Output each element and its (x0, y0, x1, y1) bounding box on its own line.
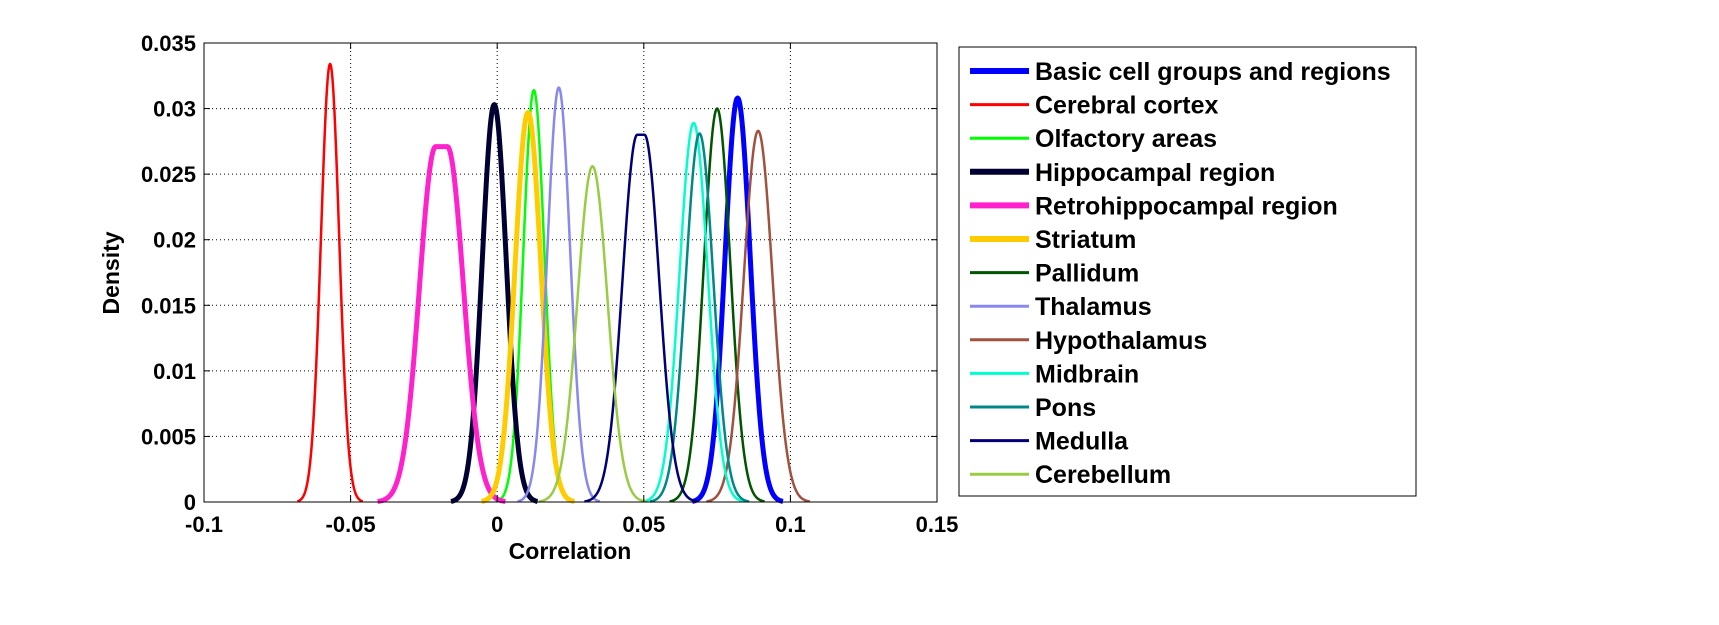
legend-label-hypothalamus: Hypothalamus (1035, 327, 1207, 355)
series-line-cerebellum (538, 165, 647, 503)
legend-label-thalamus: Thalamus (1035, 293, 1152, 321)
y-tick-label: 0.01 (153, 359, 196, 384)
legend-label-cerebellum: Cerebellum (1035, 461, 1171, 489)
legend-label-retrohippocampal-region: Retrohippocampal region (1035, 192, 1338, 220)
series-line-pallidum (668, 107, 766, 503)
y-tick-label: 0.035 (141, 31, 196, 56)
series-line-hippocampal-region (449, 102, 540, 504)
y-tick-label: 0.015 (141, 293, 196, 318)
legend: Basic cell groups and regions Cerebral co… (970, 58, 1391, 489)
legend-label-hippocampal-region: Hippocampal region (1035, 159, 1275, 187)
x-tick-label: -0.05 (326, 512, 376, 537)
series-line-midbrain (642, 121, 745, 503)
x-tick-label: 0.15 (916, 512, 959, 537)
legend-label-pons: Pons (1035, 394, 1096, 422)
y-tick-label: 0.005 (141, 424, 196, 449)
series-line-striatum (479, 110, 577, 504)
legend-label-medulla: Medulla (1035, 428, 1129, 456)
legend-label-midbrain: Midbrain (1035, 360, 1139, 388)
legend-label-olfactory-areas: Olfactory areas (1035, 125, 1217, 153)
legend-label-striatum: Striatum (1035, 226, 1136, 254)
legend-box (958, 46, 1417, 497)
series-line-pons (649, 132, 750, 503)
series-line-retrohippocampal-region (375, 144, 508, 504)
plot-frame (203, 42, 938, 503)
y-tick-label: 0.03 (153, 97, 196, 122)
legend-label-cerebral-cortex: Cerebral cortex (1035, 92, 1219, 120)
series-line-basic-cell-groups-and-regions (690, 95, 785, 504)
x-tick-label: 0 (491, 512, 503, 537)
y-tick-label: 0.02 (153, 228, 196, 253)
series-line-thalamus (516, 86, 601, 503)
series-curves (296, 62, 811, 504)
x-axis-label: Correlation (509, 538, 632, 564)
y-tick-label: 0.025 (141, 162, 196, 187)
y-axis-label: Density (98, 231, 124, 314)
legend-label-basic-cell-groups-and-regions: Basic cell groups and regions (1035, 58, 1391, 86)
x-tick-label: 0.05 (622, 512, 665, 537)
series-line-medulla (583, 133, 698, 503)
series-line-cerebral-cortex (296, 62, 364, 503)
y-tick-label: 0 (184, 490, 196, 515)
legend-label-pallidum: Pallidum (1035, 260, 1139, 288)
series-line-hypothalamus (705, 129, 811, 503)
x-tick-label: -0.1 (185, 512, 223, 537)
x-tick-label: 0.1 (775, 512, 806, 537)
axis-ticks: -0.1 -0.05 0 0.05 0.1 0.15 0 0.005 0.01 0.015 0.02… (141, 31, 958, 537)
